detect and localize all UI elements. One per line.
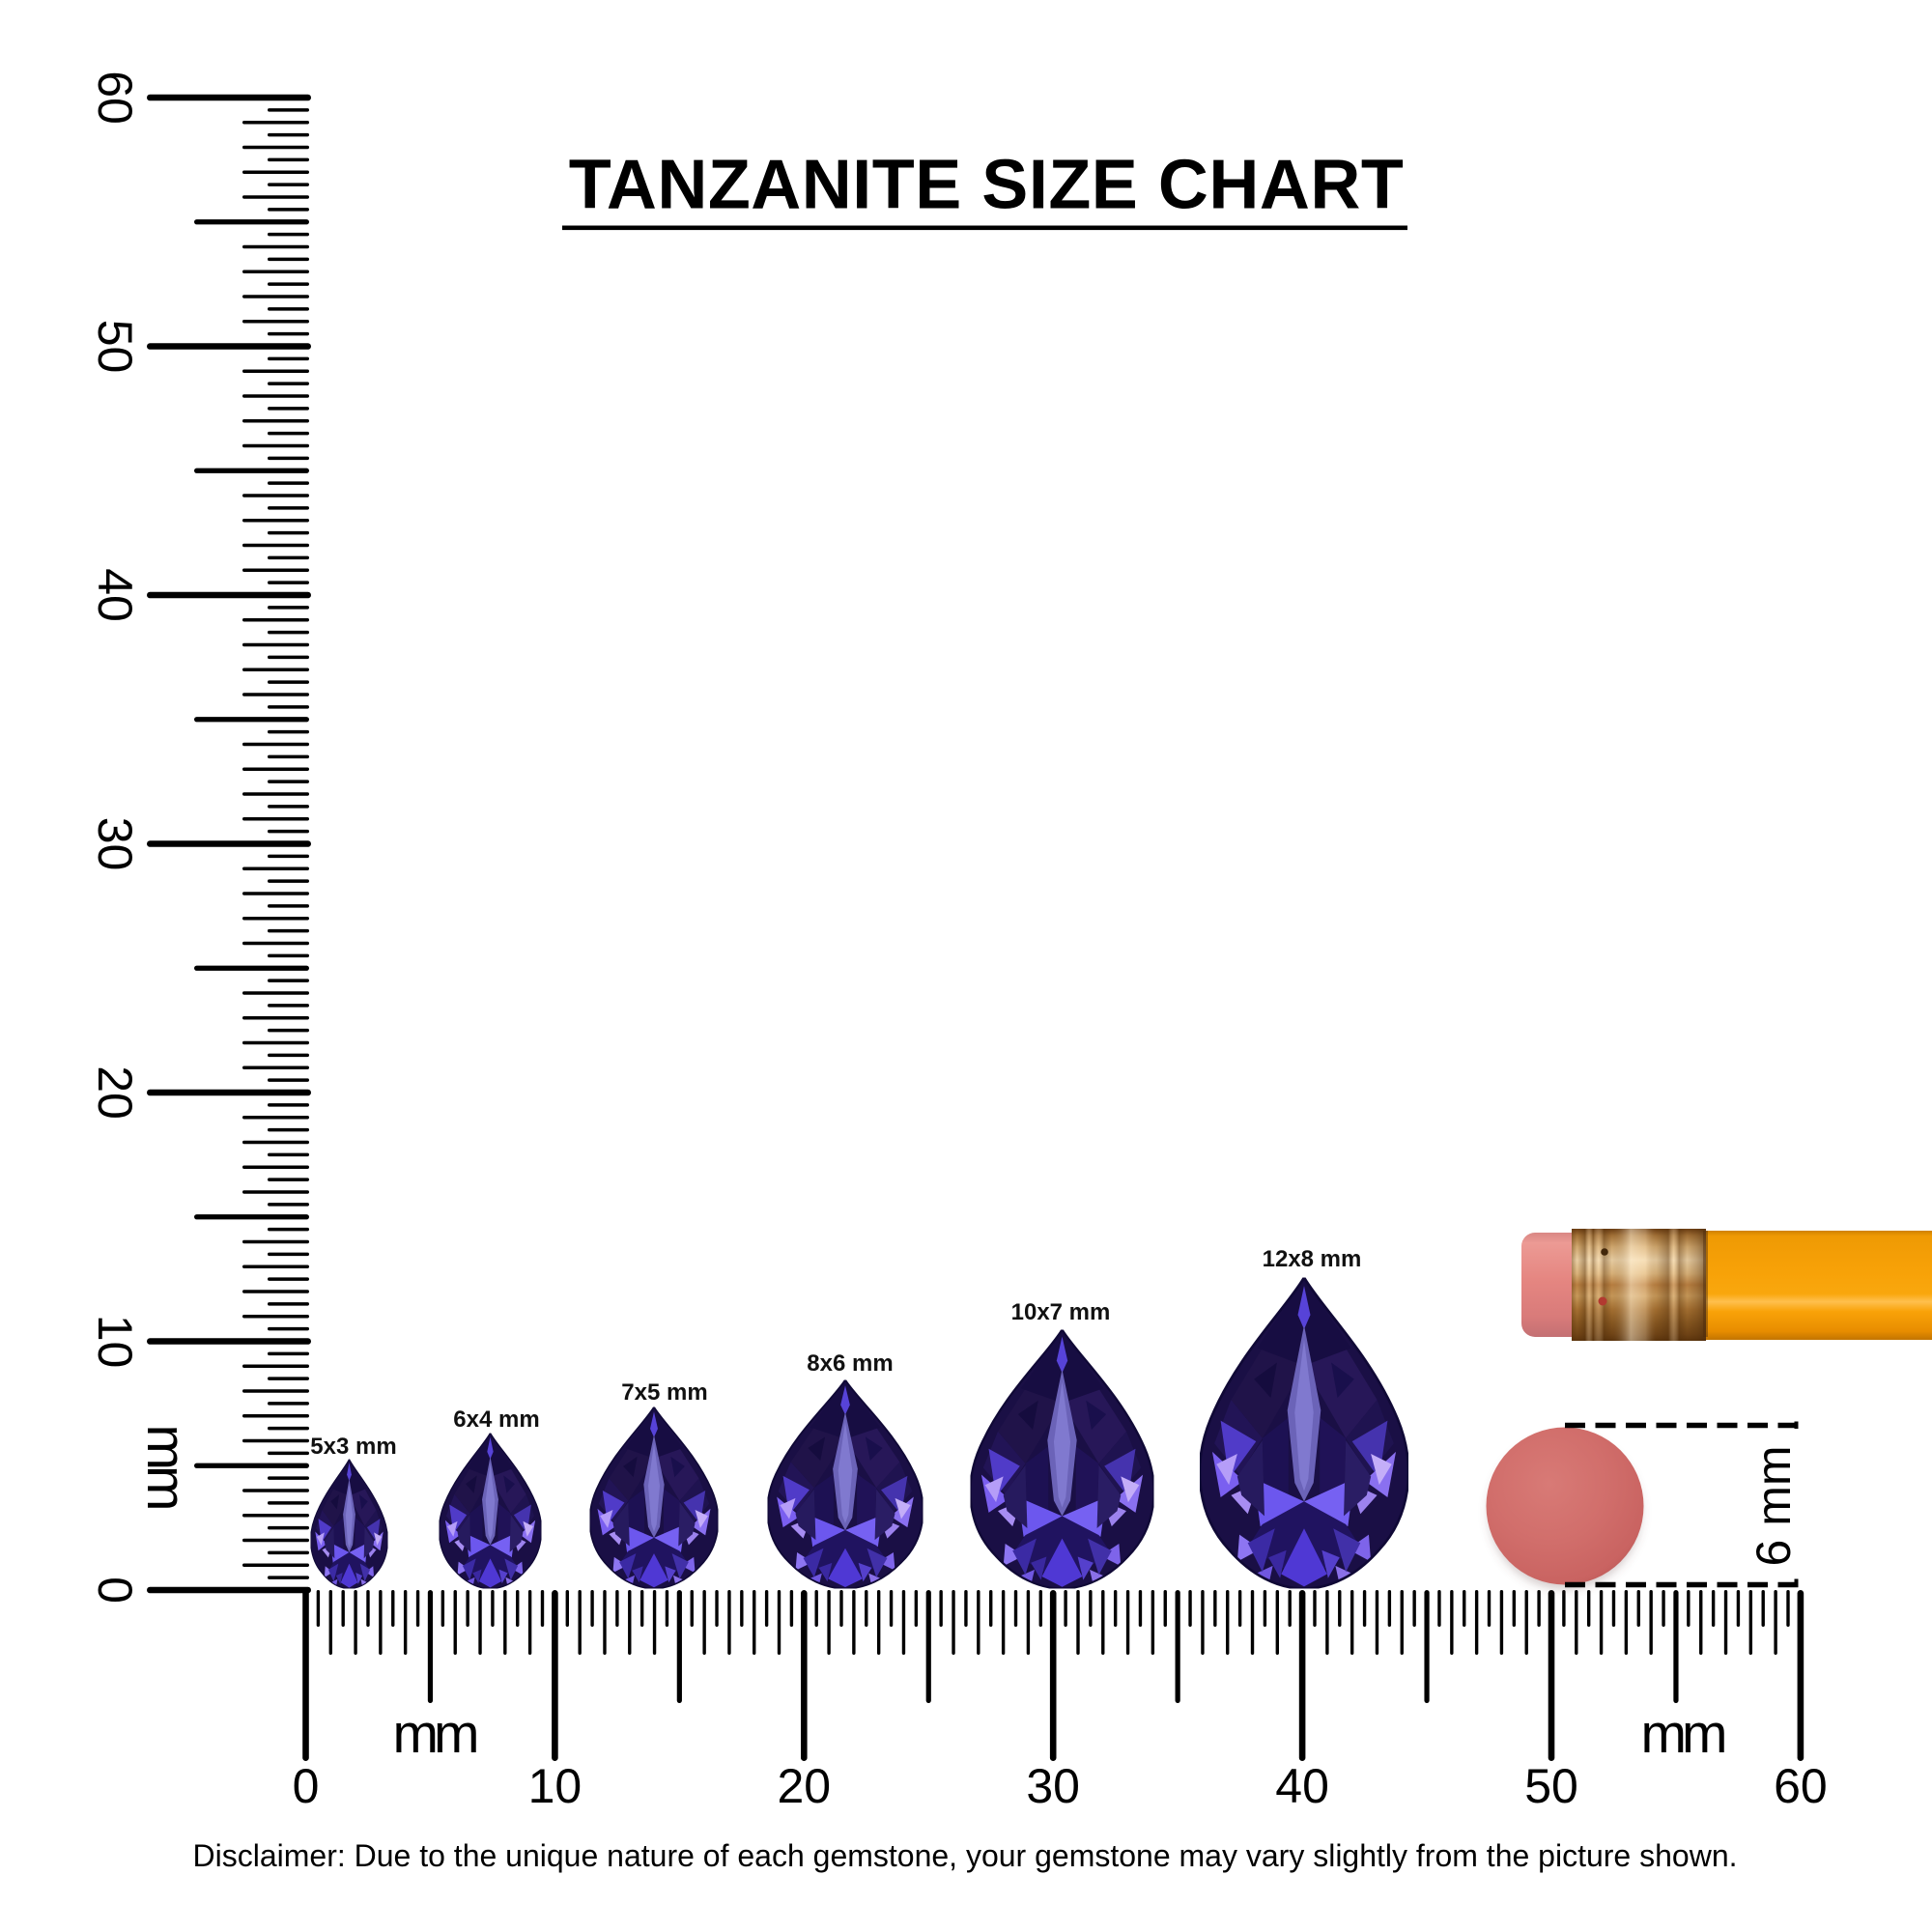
svg-text:50: 50 — [88, 320, 142, 374]
svg-text:0: 0 — [293, 1759, 320, 1813]
svg-text:60: 60 — [88, 71, 142, 125]
svg-text:50: 50 — [1524, 1759, 1578, 1813]
svg-text:10: 10 — [528, 1759, 582, 1813]
svg-text:mm: mm — [1641, 1703, 1724, 1765]
svg-text:mm: mm — [393, 1703, 476, 1765]
svg-text:5x3 mm: 5x3 mm — [310, 1434, 396, 1460]
svg-text:10x7 mm: 10x7 mm — [1011, 1299, 1111, 1325]
svg-text:30: 30 — [1026, 1759, 1080, 1813]
svg-text:30: 30 — [88, 817, 142, 871]
svg-text:TANZANITE SIZE CHART: TANZANITE SIZE CHART — [569, 147, 1405, 224]
svg-text:0: 0 — [88, 1577, 142, 1604]
svg-text:12x8 mm: 12x8 mm — [1263, 1246, 1362, 1272]
svg-text:10: 10 — [88, 1315, 142, 1369]
svg-text:40: 40 — [88, 568, 142, 622]
svg-text:20: 20 — [88, 1065, 142, 1120]
svg-text:6x4 mm: 6x4 mm — [453, 1406, 539, 1433]
svg-text:mm: mm — [135, 1425, 197, 1508]
svg-text:20: 20 — [777, 1759, 831, 1813]
svg-text:40: 40 — [1275, 1759, 1329, 1813]
svg-text:7x5 mm: 7x5 mm — [621, 1379, 707, 1406]
svg-text:60: 60 — [1774, 1759, 1828, 1813]
svg-text:6 mm: 6 mm — [1747, 1446, 1801, 1567]
svg-text:Disclaimer: Due to the unique: Disclaimer: Due to the unique nature of … — [193, 1838, 1738, 1873]
svg-text:8x6 mm: 8x6 mm — [807, 1350, 893, 1377]
